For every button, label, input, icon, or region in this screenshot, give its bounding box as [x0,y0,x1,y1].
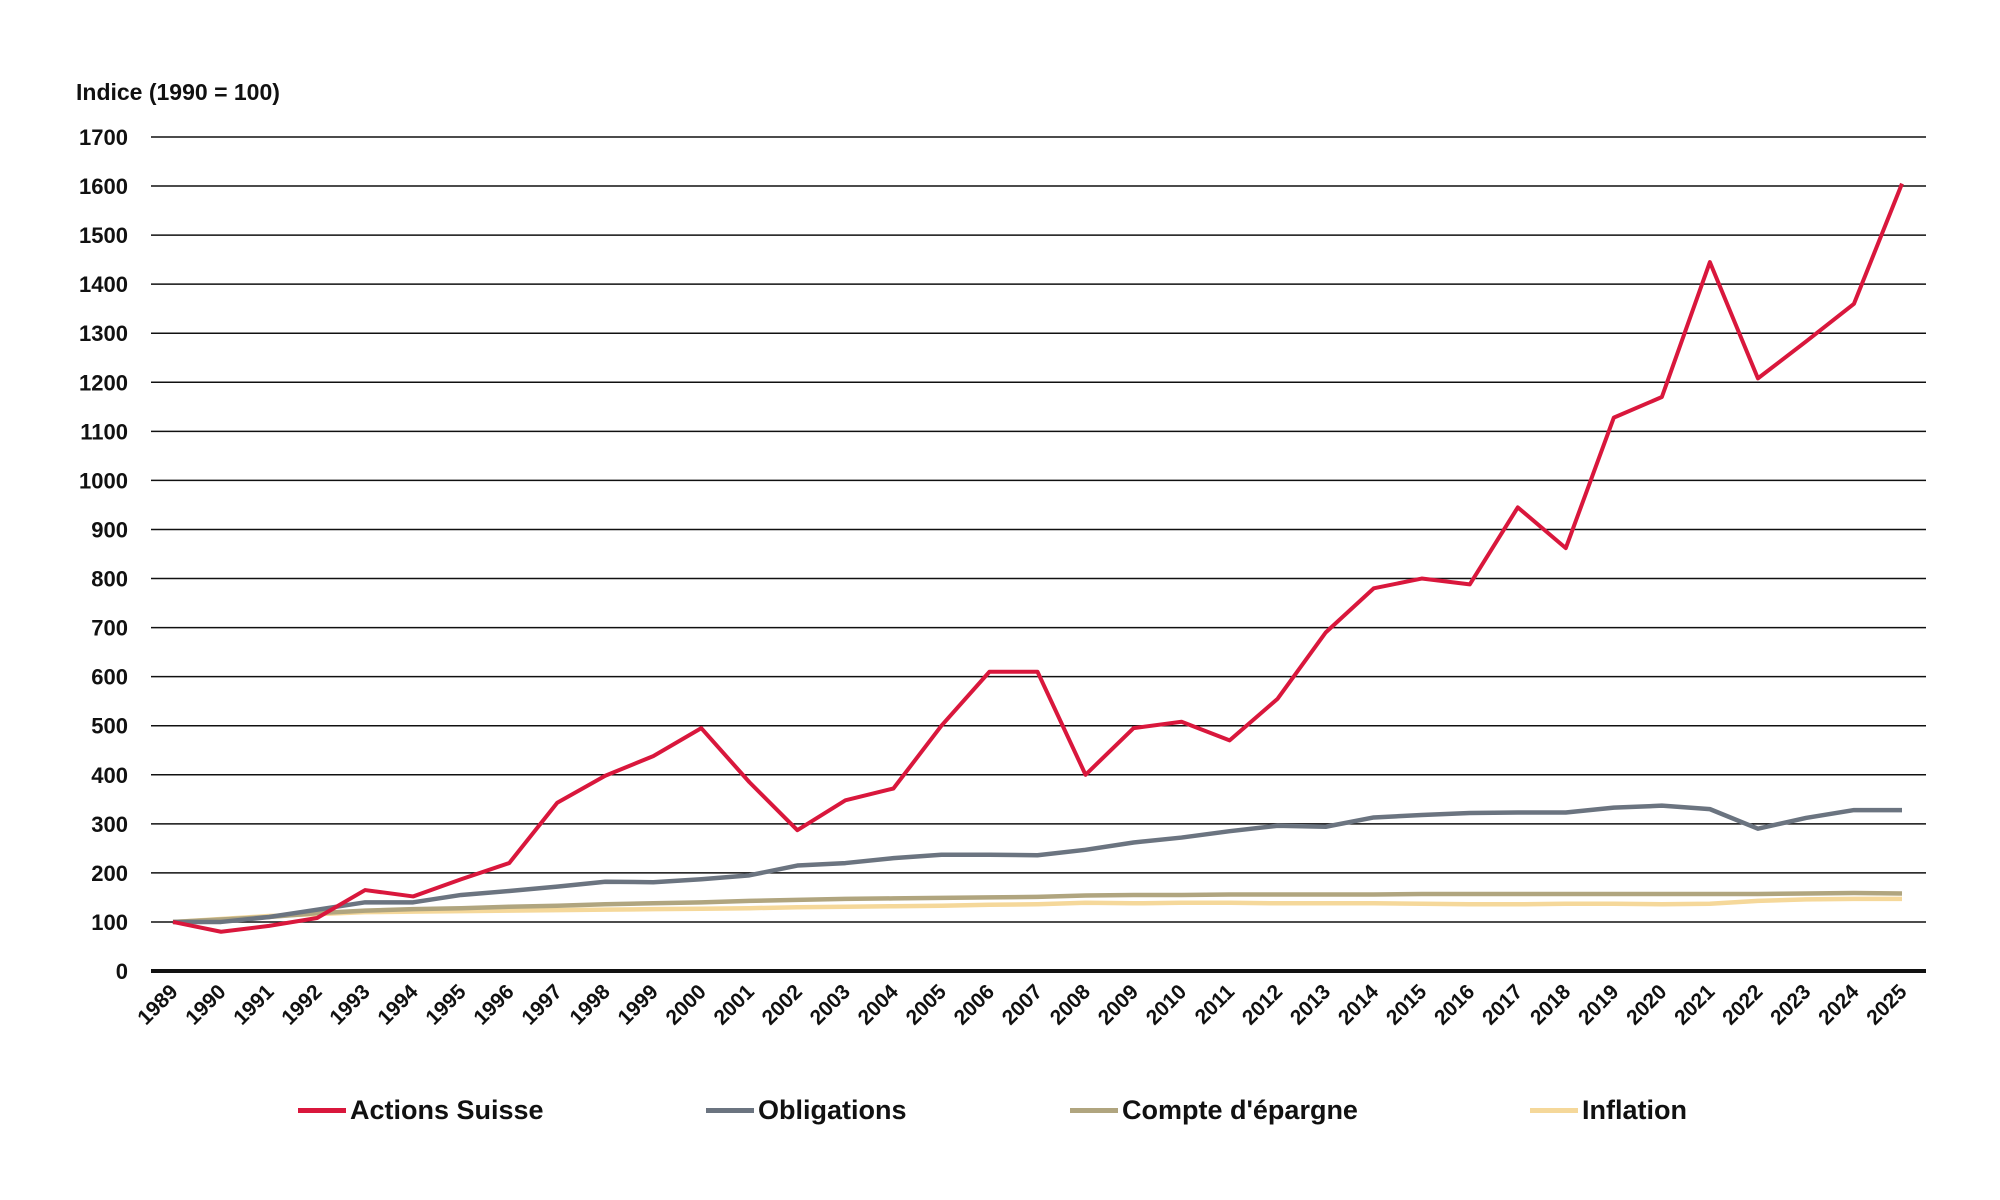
y-tick-label: 600 [91,665,128,690]
x-tick-label: 2005 [902,980,952,1030]
y-tick-label: 1400 [79,272,128,297]
legend-item: Obligations [706,1095,907,1126]
x-tick-label: 1989 [133,980,182,1029]
x-tick-label: 1999 [614,980,663,1029]
legend: Actions Suisse Obligations Compte d'épargn… [0,1095,2000,1135]
x-tick-label: 1993 [325,980,374,1029]
y-tick-label: 500 [91,714,128,739]
x-tick-label: 2024 [1814,980,1864,1030]
legend-label: Actions Suisse [350,1095,544,1125]
y-tick-label: 1000 [79,468,128,493]
x-tick-label: 2021 [1670,980,1720,1030]
x-tick-label: 2020 [1622,980,1671,1029]
legend-item: Inflation [1530,1095,1687,1126]
y-tick-label: 400 [91,763,128,788]
y-tick-label: 100 [91,910,128,935]
x-tick-label: 1996 [469,980,518,1029]
x-tick-label: 1995 [421,980,471,1030]
x-tick-label: 2000 [662,980,711,1029]
x-tick-label: 1998 [565,980,615,1030]
series-line-0 [172,182,1904,934]
legend-item: Actions Suisse [298,1095,544,1126]
x-tick-label: 2007 [998,980,1047,1029]
x-tick-label: 2015 [1382,980,1432,1030]
y-tick-label: 800 [91,567,128,592]
x-tick-label: 1997 [517,980,566,1029]
y-tick-label: 1700 [79,125,128,150]
x-tick-label: 2003 [806,980,855,1029]
legend-label: Inflation [1582,1095,1687,1125]
x-tick-label: 2008 [1046,980,1096,1030]
y-tick-label: 300 [91,812,128,837]
legend-item: Compte d'épargne [1070,1095,1358,1126]
y-tick-label: 1600 [79,174,128,199]
x-tick-label: 1992 [277,980,326,1029]
x-tick-label: 2010 [1142,980,1191,1029]
x-tick-label: 2004 [854,980,904,1030]
x-tick-label: 2022 [1718,980,1767,1029]
legend-swatch [1530,1108,1578,1113]
x-tick-label: 2016 [1430,980,1479,1029]
legend-swatch [298,1108,346,1113]
x-tick-label: 2013 [1286,980,1335,1029]
x-tick-label: 2014 [1334,980,1384,1030]
y-tick-label: 1300 [79,321,128,346]
x-tick-label: 2009 [1094,980,1143,1029]
x-tick-label: 1991 [229,980,279,1030]
y-axis-label: Indice (1990 = 100) [76,79,280,105]
legend-label: Obligations [758,1095,907,1125]
x-tick-label: 2018 [1526,980,1576,1030]
y-tick-label: 1100 [80,419,128,444]
y-tick-label: 200 [91,861,128,886]
legend-swatch [1070,1108,1118,1113]
x-tick-label: 2019 [1574,980,1623,1029]
x-tick-label: 2006 [950,980,999,1029]
x-tick-label: 1990 [181,980,230,1029]
y-tick-label: 1500 [79,223,128,248]
x-tick-label: 1994 [373,980,423,1030]
legend-swatch [706,1108,754,1113]
y-tick-label: 700 [91,616,128,641]
x-tick-label: 2012 [1238,980,1287,1029]
y-tick-label: 900 [91,517,128,542]
legend-label: Compte d'épargne [1122,1095,1358,1125]
x-tick-label: 2017 [1478,980,1527,1029]
x-tick-label: 2025 [1862,980,1912,1030]
y-tick-label: 1200 [79,370,128,395]
x-tick-label: 2011 [1191,980,1240,1029]
x-tick-label: 2002 [758,980,807,1029]
x-tick-label: 2001 [710,980,760,1030]
x-tick-label: 2023 [1766,980,1815,1029]
y-tick-label: 0 [116,959,128,984]
